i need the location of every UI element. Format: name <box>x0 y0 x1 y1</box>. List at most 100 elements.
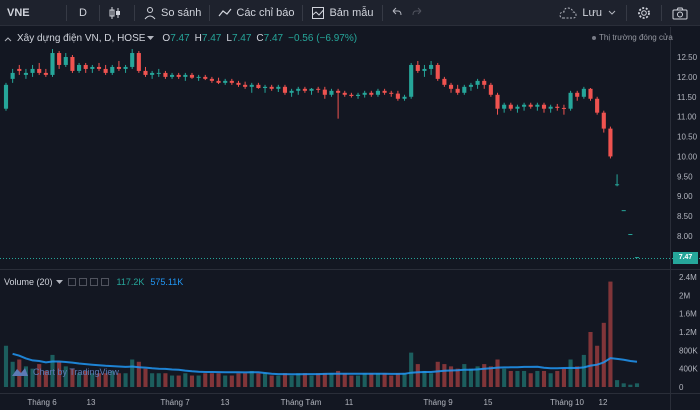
more-indicator-icon[interactable] <box>100 278 109 286</box>
volume-bar <box>522 370 527 387</box>
volume-bar <box>143 368 148 387</box>
volume-ma-value: 575.11K <box>150 277 184 287</box>
volume-bar <box>462 364 467 387</box>
volume-bar <box>475 366 480 387</box>
volume-bar <box>316 373 321 387</box>
time-tick-label: 15 <box>484 398 493 407</box>
close-label: C <box>256 33 264 44</box>
volume-bar <box>183 373 188 387</box>
indicators-button[interactable]: Các chỉ báo <box>212 0 300 26</box>
toolbar-right: Lưu <box>551 0 700 26</box>
volume-bar <box>216 373 221 387</box>
volume-bar <box>429 373 434 387</box>
volume-bar <box>169 375 175 387</box>
volume-bar <box>37 364 42 387</box>
time-tick-label: Tháng Tám <box>281 398 322 407</box>
volume-bar <box>488 366 493 387</box>
volume-bar <box>555 370 560 387</box>
price-tick-label: 8.50 <box>677 212 693 221</box>
volume-bar <box>395 373 400 387</box>
settings-indicator-icon[interactable] <box>78 278 87 286</box>
price-tick-label: 10.50 <box>677 133 698 142</box>
candle-body <box>389 92 394 94</box>
volume-bar <box>468 368 474 387</box>
volume-bar <box>3 345 9 387</box>
volume-legend: Volume (20) 117.2K 575.11K <box>4 277 183 287</box>
volume-bar <box>256 373 261 387</box>
open-label: O <box>162 33 171 44</box>
candle-body <box>475 80 480 85</box>
templates-button[interactable]: Bản mẫu <box>305 0 379 26</box>
volume-bar <box>30 368 35 387</box>
candle-body <box>17 68 22 71</box>
series-title[interactable]: Xây dựng điện VN, D, HOSE <box>17 33 146 44</box>
compare-label: So sánh <box>161 6 202 19</box>
candle-body <box>176 74 181 77</box>
candle-body <box>608 128 613 157</box>
volume-bar <box>634 383 640 387</box>
candle-body <box>535 104 540 107</box>
volume-bar <box>448 366 454 387</box>
volume-bar <box>83 370 88 387</box>
volume-bar <box>309 375 314 387</box>
candle-body <box>150 72 155 75</box>
volume-title[interactable]: Volume (20) <box>4 277 53 287</box>
volume-bar <box>628 384 633 387</box>
candles-icon <box>109 6 120 19</box>
time-tick-label: Tháng 9 <box>423 398 453 407</box>
candle-body <box>130 53 135 67</box>
close-value: 7.47 <box>263 33 284 44</box>
candle-body <box>409 64 414 97</box>
chevron-down-icon[interactable] <box>55 279 63 285</box>
volume-bar <box>615 380 620 387</box>
snapshot-button[interactable] <box>664 0 700 26</box>
volume-bar <box>223 375 228 387</box>
candle-body <box>256 84 261 89</box>
time-tick-label: 12 <box>599 398 608 407</box>
settings-button[interactable] <box>629 0 659 26</box>
candle-body <box>50 53 55 75</box>
templates-label: Bản mẫu <box>329 6 374 19</box>
candle-body <box>262 86 268 89</box>
indicators-label: Các chỉ báo <box>236 6 295 19</box>
candle-body <box>488 84 493 95</box>
candle-body <box>96 66 102 69</box>
candle-body <box>355 94 361 96</box>
candle-body <box>70 57 75 71</box>
volume-bar <box>382 373 387 387</box>
volume-bar <box>508 370 513 387</box>
remove-indicator-icon[interactable] <box>89 278 98 286</box>
volume-bar <box>289 375 294 387</box>
candle-body <box>77 64 82 71</box>
volume-tick-label: 2.4M <box>679 273 697 282</box>
volume-ma-line <box>12 352 638 376</box>
candle-body <box>462 86 467 93</box>
volume-tick-label: 0 <box>679 383 684 392</box>
candle-body <box>362 92 367 95</box>
volume-value: 117.2K <box>116 277 145 287</box>
collapse-legend-icon[interactable] <box>4 35 12 43</box>
hide-indicator-icon[interactable] <box>67 278 76 286</box>
chart-type-button[interactable] <box>102 0 132 26</box>
volume-bar <box>336 370 341 387</box>
volume-tick-label: 2M <box>679 291 690 300</box>
interval-button[interactable]: D <box>79 6 87 19</box>
candle-body <box>581 88 586 97</box>
chevron-down-icon[interactable] <box>147 36 155 41</box>
candle-body <box>289 90 294 93</box>
volume-bar <box>23 366 28 387</box>
tradingview-watermark[interactable]: Chart by TradingView <box>12 367 119 377</box>
symbol-search-button[interactable]: VNE <box>7 6 30 19</box>
candle-body <box>621 210 626 212</box>
save-button[interactable]: Lưu <box>551 0 624 26</box>
candle-body <box>375 90 381 95</box>
compare-button[interactable]: So sánh <box>137 0 207 26</box>
chart-canvas[interactable]: 12.50 12.00 11.50 11.00 10.50 10.00 9.50 9.00 8.… <box>0 27 700 410</box>
undo-button[interactable] <box>385 0 407 26</box>
top-toolbar: VNE D So sánh Các chỉ báo Bản mẫu Lưu <box>0 0 700 26</box>
candle-body <box>442 78 447 85</box>
compare-icon <box>144 6 156 19</box>
redo-button[interactable] <box>407 0 429 26</box>
volume-bar <box>601 322 606 387</box>
